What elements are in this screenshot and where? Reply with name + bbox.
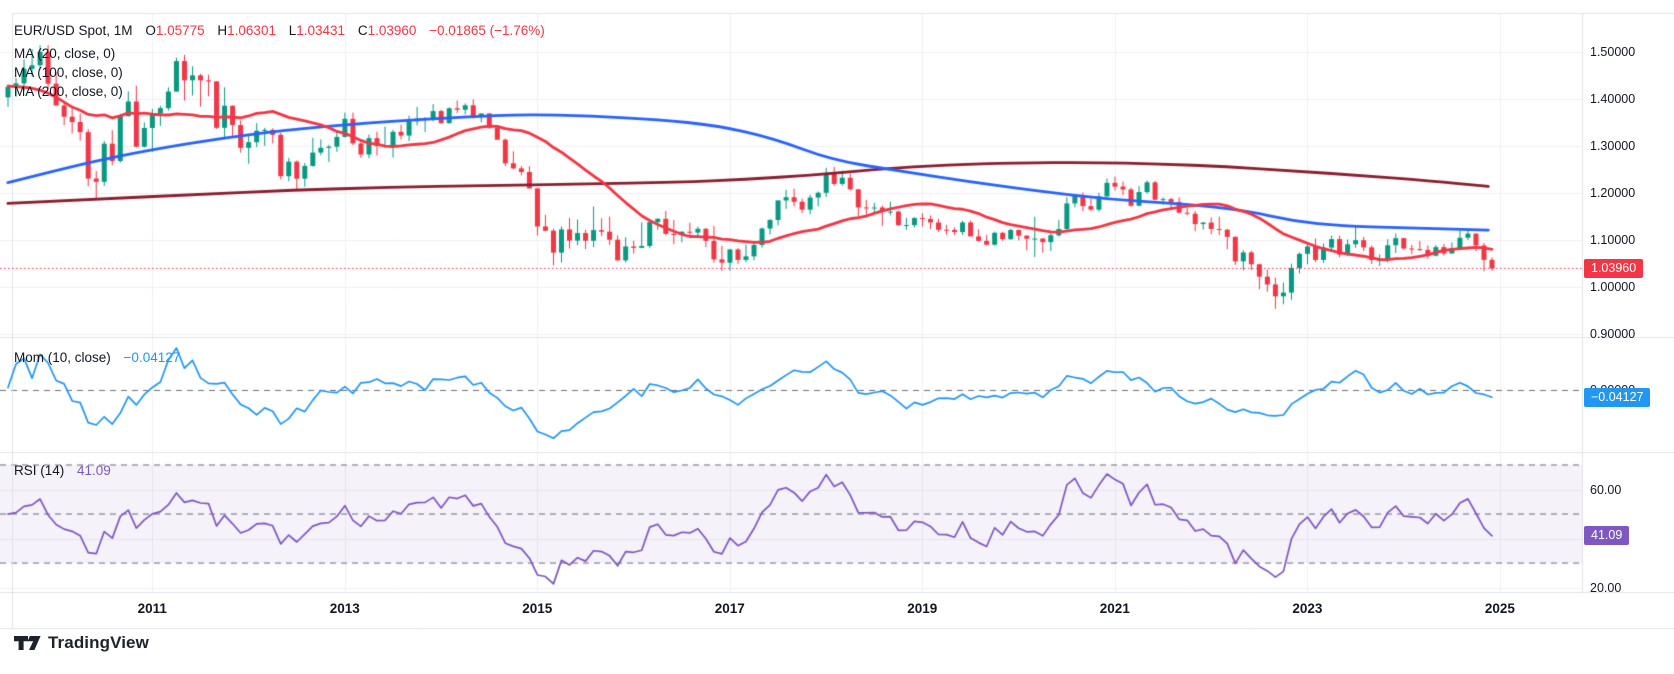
tradingview-logo[interactable]: TradingView — [14, 633, 149, 653]
rsi-label: RSI (14) — [14, 463, 65, 478]
price-axis-label: 1.40000 — [1590, 92, 1636, 106]
ma100-legend-row[interactable]: MA (100, close, 0) — [14, 65, 123, 80]
current-price-badge: 1.03960 — [1584, 258, 1644, 278]
time-axis-label: 2019 — [907, 601, 938, 616]
price-axis-label: 1.30000 — [1590, 139, 1636, 153]
price-axis-label: 1.10000 — [1590, 232, 1636, 247]
mom-value-badge: −0.04127 — [1584, 387, 1651, 407]
time-axis-label: 2021 — [1099, 601, 1130, 616]
ohlc-low-label: L — [288, 23, 297, 38]
change-value: −0.01865 (−1.76%) — [429, 23, 545, 38]
time-axis-label: 2017 — [714, 601, 745, 616]
ohlc-close-label: C — [357, 23, 368, 38]
price-axis-label: 1.50000 — [1590, 45, 1636, 59]
price-axis-label: 1.00000 — [1590, 279, 1636, 294]
ohlc-open-label: O — [145, 23, 156, 38]
rsi-axis-label: 60.00 — [1590, 482, 1622, 497]
ohlc-close-value: 1.03960 — [367, 23, 417, 38]
ohlc-low-value: 1.03431 — [296, 23, 346, 38]
rsi-axis-label: 20.00 — [1590, 580, 1622, 595]
ma200-legend-row[interactable]: MA (200, close, 0) — [14, 84, 123, 99]
rsi-value: 41.09 — [77, 463, 111, 478]
time-axis-label: 2015 — [522, 601, 553, 616]
ohlc-high-label: H — [217, 23, 228, 38]
price-axis-label: 1.20000 — [1590, 186, 1636, 200]
mom-legend-row[interactable]: Mom (10, close) −0.04127 — [14, 349, 180, 366]
symbol-title: EUR/USD Spot, 1M — [14, 23, 133, 38]
ohlc-open-value: 1.05775 — [155, 23, 205, 38]
time-axis-label: 2023 — [1292, 601, 1323, 616]
ma20-legend-row[interactable]: MA (20, close, 0) — [14, 46, 116, 61]
rsi-legend-row[interactable]: RSI (14) 41.09 — [14, 462, 111, 479]
time-axis-label: 2013 — [329, 601, 360, 616]
tradingview-logo-text: TradingView — [48, 633, 149, 652]
tradingview-logo-icon — [14, 636, 41, 650]
time-axis-label: 2025 — [1484, 601, 1515, 616]
time-axis-label: 2011 — [137, 601, 167, 616]
mom-value: −0.04127 — [123, 350, 181, 365]
mom-label: Mom (10, close) — [14, 350, 111, 365]
symbol-legend-row[interactable]: EUR/USD Spot, 1M O1.05775 H1.06301 L1.03… — [14, 22, 545, 39]
rsi-value-badge: 41.09 — [1584, 526, 1630, 546]
ohlc-high-value: 1.06301 — [227, 23, 276, 38]
price-axis-label: 0.90000 — [1590, 326, 1636, 341]
